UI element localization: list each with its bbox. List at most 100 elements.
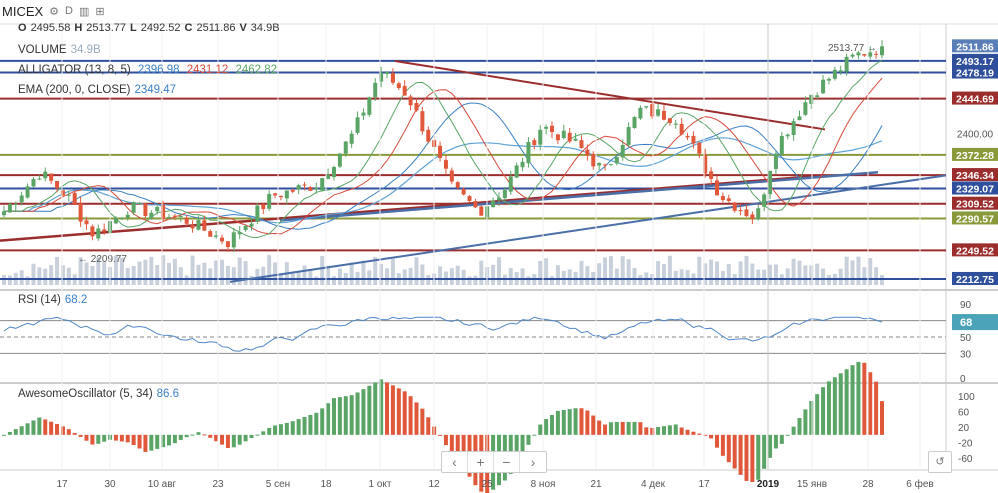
- candle-body[interactable]: [337, 153, 342, 167]
- candle-body[interactable]: [785, 134, 790, 137]
- candle-body[interactable]: [231, 232, 236, 248]
- candle-body[interactable]: [302, 184, 307, 186]
- compare-add-icon[interactable]: ⊞: [95, 5, 105, 18]
- price-axis-label[interactable]: [952, 65, 998, 79]
- candle-body[interactable]: [66, 194, 71, 196]
- scroll-right-icon[interactable]: ›: [530, 454, 536, 470]
- candle-body[interactable]: [208, 231, 213, 237]
- candle-body[interactable]: [532, 140, 537, 145]
- candle-body[interactable]: [667, 118, 672, 123]
- candle-body[interactable]: [738, 210, 743, 212]
- candle-body[interactable]: [850, 54, 855, 57]
- legend-alligator[interactable]: ALLIGATOR (13, 8, 5) 2396.98 2431.12 246…: [18, 64, 277, 76]
- candle-body[interactable]: [420, 111, 425, 132]
- price-axis-label[interactable]: [952, 39, 998, 53]
- candle-body[interactable]: [744, 209, 749, 217]
- candle-body[interactable]: [131, 201, 136, 213]
- candle-body[interactable]: [385, 72, 390, 74]
- candle-body[interactable]: [756, 208, 761, 220]
- candle-body[interactable]: [514, 165, 519, 178]
- candle-body[interactable]: [408, 96, 413, 106]
- candle-body[interactable]: [502, 189, 507, 199]
- candle-body[interactable]: [520, 161, 525, 168]
- candle-body[interactable]: [119, 217, 124, 219]
- candle-body[interactable]: [561, 130, 566, 138]
- candle-body[interactable]: [868, 52, 873, 57]
- candle-body[interactable]: [620, 145, 625, 158]
- candle-body[interactable]: [278, 195, 283, 198]
- candle-body[interactable]: [685, 135, 690, 138]
- candle-body[interactable]: [608, 163, 613, 165]
- zoom-in-icon[interactable]: +: [468, 452, 494, 472]
- candle-body[interactable]: [178, 215, 183, 217]
- candle-body[interactable]: [862, 54, 867, 56]
- candle-body[interactable]: [161, 205, 166, 219]
- candle-body[interactable]: [838, 70, 843, 72]
- candle-body[interactable]: [443, 160, 448, 169]
- candle-body[interactable]: [284, 190, 289, 199]
- candle-body[interactable]: [732, 202, 737, 211]
- candle-body[interactable]: [414, 103, 419, 111]
- candle-body[interactable]: [355, 117, 360, 133]
- candle-body[interactable]: [84, 220, 89, 225]
- candle-body[interactable]: [143, 203, 148, 217]
- reset-chart-icon[interactable]: ↺: [928, 451, 952, 473]
- candle-body[interactable]: [78, 203, 83, 222]
- candle-body[interactable]: [697, 142, 702, 154]
- candle-body[interactable]: [331, 167, 336, 178]
- trendline-channel[interactable]: [229, 174, 947, 283]
- candle-body[interactable]: [190, 225, 195, 229]
- candle-body[interactable]: [679, 123, 684, 135]
- candle-body[interactable]: [225, 241, 230, 248]
- candle-body[interactable]: [72, 192, 77, 205]
- candle-body[interactable]: [367, 97, 372, 115]
- candle-body[interactable]: [426, 129, 431, 142]
- candle-body[interactable]: [779, 136, 784, 155]
- candle-body[interactable]: [396, 83, 401, 89]
- price-axis-label[interactable]: [952, 196, 998, 210]
- candle-body[interactable]: [90, 226, 95, 237]
- candle-body[interactable]: [308, 187, 313, 191]
- candle-body[interactable]: [880, 46, 884, 56]
- interval-label[interactable]: D: [65, 5, 73, 17]
- candle-body[interactable]: [603, 164, 608, 166]
- legend-rsi[interactable]: RSI (14) 68.2: [18, 294, 87, 306]
- candle-body[interactable]: [467, 196, 472, 202]
- candle-body[interactable]: [267, 193, 272, 209]
- candle-body[interactable]: [644, 106, 649, 108]
- legend-ema[interactable]: EMA (200, 0, CLOSE) 2349.47: [18, 84, 176, 96]
- candle-body[interactable]: [567, 132, 572, 142]
- candle-body[interactable]: [237, 232, 242, 235]
- candle-body[interactable]: [261, 204, 266, 210]
- candle-body[interactable]: [538, 129, 543, 145]
- candle-body[interactable]: [102, 229, 107, 232]
- candle-body[interactable]: [349, 133, 354, 144]
- candle-body[interactable]: [373, 82, 378, 98]
- candle-body[interactable]: [172, 215, 177, 217]
- candle-body[interactable]: [25, 186, 30, 198]
- symbol-title[interactable]: MICEX: [2, 3, 44, 19]
- candle-body[interactable]: [803, 102, 808, 115]
- candle-body[interactable]: [555, 134, 560, 141]
- candle-body[interactable]: [473, 201, 478, 208]
- candle-body[interactable]: [809, 94, 814, 104]
- candle-body[interactable]: [491, 200, 496, 208]
- candle-body[interactable]: [60, 190, 65, 196]
- candle-body[interactable]: [7, 203, 12, 213]
- candle-body[interactable]: [579, 140, 584, 148]
- candle-body[interactable]: [326, 174, 331, 180]
- candle-body[interactable]: [320, 178, 325, 191]
- candle-body[interactable]: [461, 188, 466, 195]
- price-axis-label[interactable]: [952, 211, 998, 225]
- trendline-resistance[interactable]: [394, 60, 826, 131]
- candle-body[interactable]: [726, 198, 731, 201]
- candle-body[interactable]: [703, 154, 708, 174]
- trendline-support[interactable]: [0, 174, 826, 242]
- candle-body[interactable]: [149, 212, 154, 218]
- candle-body[interactable]: [196, 220, 201, 230]
- candle-body[interactable]: [544, 126, 549, 129]
- scroll-left-icon[interactable]: ‹: [442, 452, 468, 472]
- candle-body[interactable]: [762, 194, 767, 207]
- candle-body[interactable]: [438, 145, 443, 158]
- candle-body[interactable]: [768, 170, 773, 195]
